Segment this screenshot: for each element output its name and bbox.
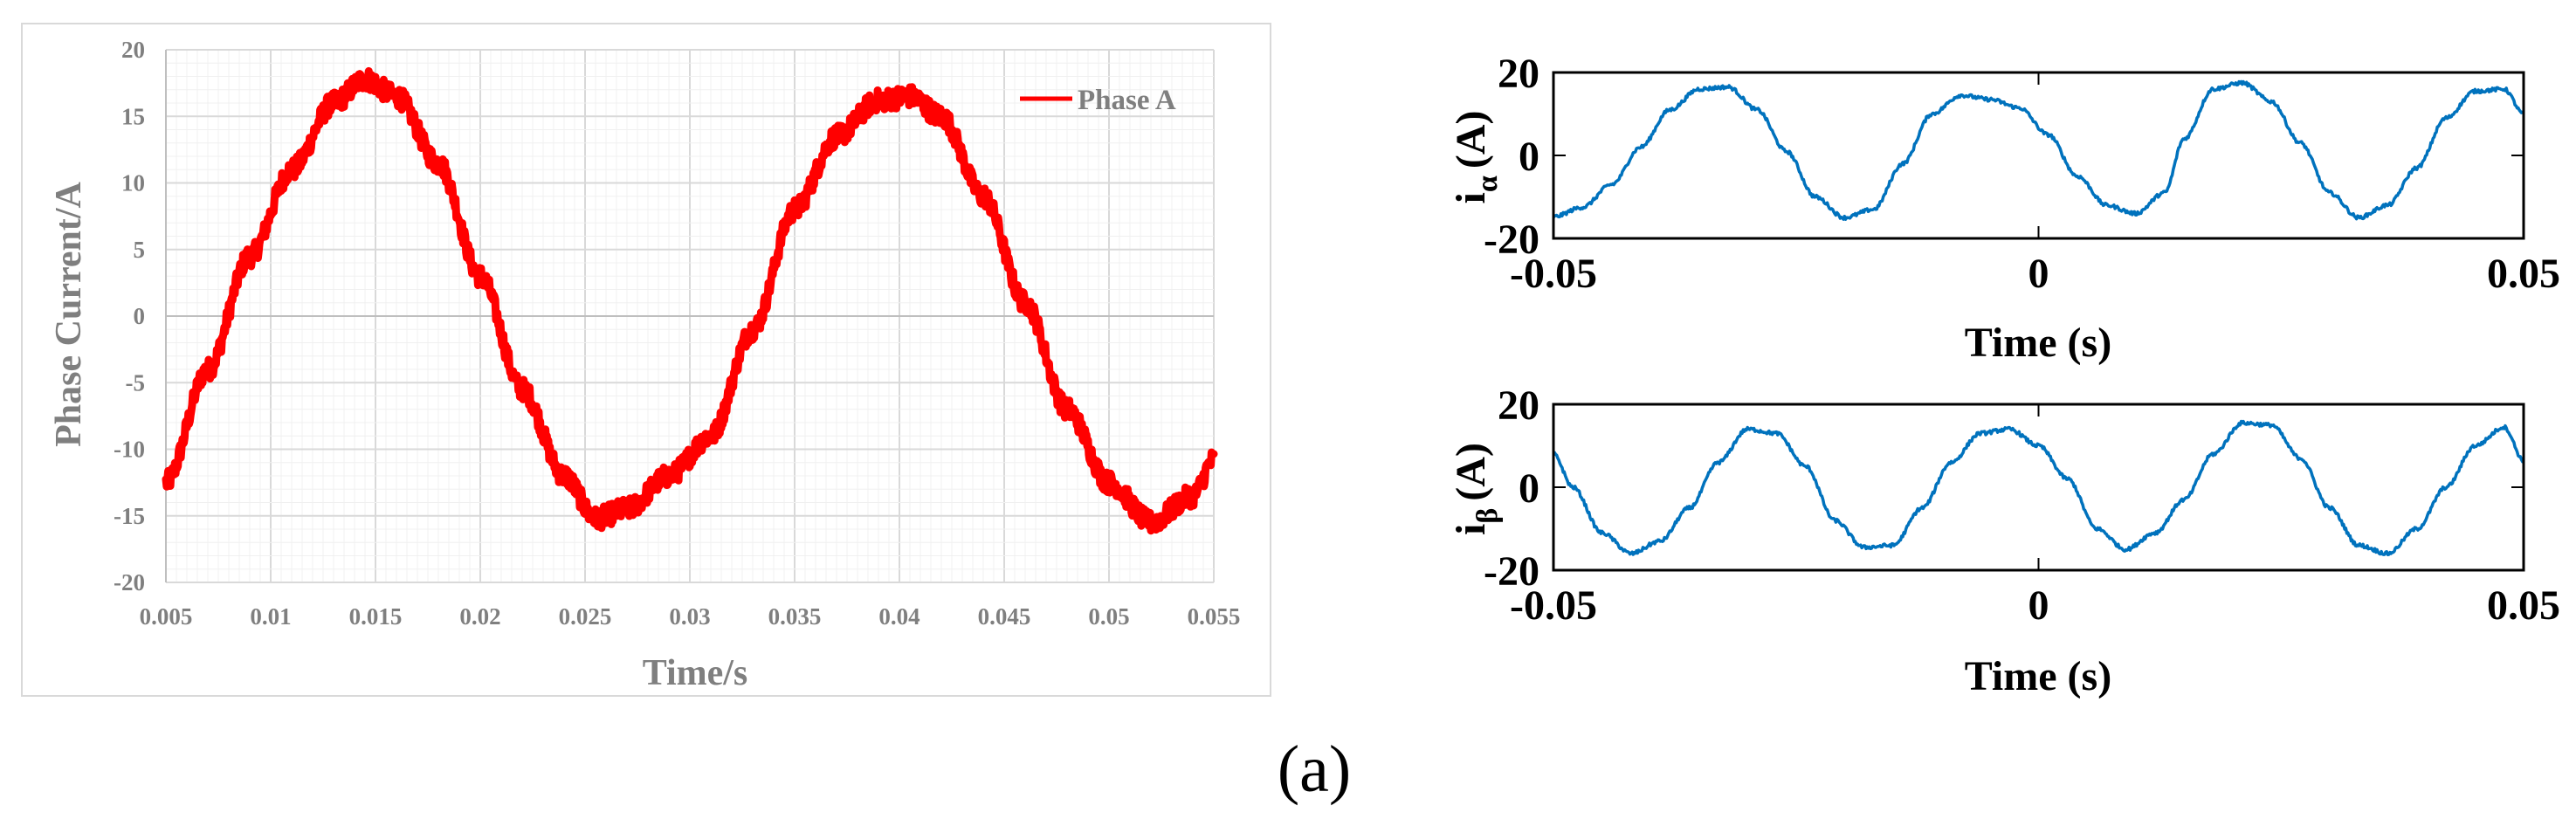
i-beta-y-tick-label: 0: [1519, 465, 1539, 512]
phase-a-series-line: [162, 66, 1218, 535]
left-chart-x-tick-label: 0.025: [559, 603, 612, 630]
i-alpha-y-tick-label: 20: [1498, 51, 1539, 97]
left-chart-y-ticks: 20 15 10 5 0 -5 -10 -15 -20: [114, 37, 145, 595]
i-beta-x-ticks: -0.05 0 0.05: [1510, 404, 2560, 629]
left-chart-x-tick-label: 0.02: [459, 603, 500, 630]
i-alpha-y-axis-label: iα (A): [1448, 111, 1504, 204]
right-top-chart-i-alpha: 20 0 -20 -0.05 0 0.05 Time (s) iα (A): [1448, 51, 2560, 366]
left-chart-x-axis-label: Time/s: [643, 653, 748, 693]
i-beta-y-label-sub: β: [1471, 508, 1504, 524]
i-beta-y-axis-label: iβ (A): [1448, 443, 1504, 535]
i-beta-y-label-unit: (A): [1448, 443, 1494, 501]
left-chart-y-tick-label: 5: [134, 237, 146, 263]
i-beta-series-line: [1552, 419, 2525, 557]
left-chart-x-tick-label: 0.03: [669, 603, 710, 630]
panel-label: (a): [1278, 733, 1351, 806]
left-chart-y-axis-label: Phase Current/A: [49, 181, 89, 446]
svg-text:iβ(A): iβ (A): [1448, 443, 1504, 535]
left-chart-x-tick-label: 0.035: [768, 603, 822, 630]
i-alpha-x-tick-label: 0: [2028, 251, 2049, 297]
i-beta-x-axis-label: Time (s): [1965, 653, 2111, 699]
i-alpha-y-label-main: i: [1448, 192, 1494, 203]
left-chart-x-tick-label: 0.01: [250, 603, 291, 630]
i-alpha-axes-box: [1552, 71, 2525, 240]
i-beta-x-tick-label: 0: [2028, 582, 2049, 629]
i-beta-axes-box: [1552, 403, 2525, 572]
left-chart-x-tick-label: 0.005: [140, 603, 193, 630]
left-chart-x-tick-label: 0.055: [1188, 603, 1241, 630]
left-chart-y-tick-label: -5: [126, 369, 146, 396]
i-alpha-series-line: [1552, 79, 2525, 221]
left-chart-y-tick-label: 0: [134, 303, 146, 329]
i-beta-y-ticks: 20 0 -20: [1484, 382, 2524, 595]
i-alpha-y-label-sub: α: [1471, 176, 1504, 192]
i-alpha-x-axis-label: Time (s): [1965, 320, 2111, 366]
left-chart-frame: [21, 23, 1271, 697]
left-chart-y-tick-label: -15: [114, 503, 145, 529]
i-beta-x-tick-label: -0.05: [1510, 582, 1597, 629]
left-chart-y-tick-label: 20: [121, 37, 145, 63]
i-alpha-y-ticks: 20 0 -20: [1484, 51, 2524, 263]
left-chart-grid: [165, 49, 1215, 583]
left-chart-y-tick-label: -10: [114, 437, 145, 463]
i-alpha-x-tick-label: 0.05: [2487, 251, 2560, 297]
i-beta-x-tick-label: 0.05: [2487, 582, 2560, 629]
left-chart-x-tick-label: 0.05: [1088, 603, 1129, 630]
legend-phase-a-label: Phase A: [1078, 85, 1176, 116]
i-alpha-y-tick-label: -20: [1484, 217, 1539, 263]
left-chart-y-tick-label: -20: [114, 569, 145, 595]
i-beta-y-label-main: i: [1448, 524, 1494, 535]
left-chart-x-tick-label: 0.045: [978, 603, 1031, 630]
left-chart-x-tick-label: 0.04: [878, 603, 920, 630]
i-beta-y-tick-label: 20: [1498, 382, 1539, 429]
left-chart-x-tick-label: 0.015: [349, 603, 403, 630]
left-chart-legend: Phase A: [1020, 85, 1176, 116]
left-chart-y-tick-label: 15: [121, 103, 145, 129]
left-chart-x-ticks: 0.005 0.01 0.015 0.02 0.025 0.03 0.035 0.04 0.04…: [140, 603, 1241, 630]
i-alpha-x-tick-label: -0.05: [1510, 251, 1597, 297]
i-alpha-x-ticks: -0.05 0 0.05: [1510, 72, 2560, 297]
i-beta-y-tick-label: -20: [1484, 548, 1539, 595]
right-bottom-chart-i-beta: 20 0 -20 -0.05 0 0.05 Time (s) iβ (A): [1448, 382, 2560, 699]
left-chart-y-tick-label: 10: [121, 170, 145, 196]
svg-text:iα(A): iα (A): [1448, 111, 1504, 204]
i-alpha-y-label-unit: (A): [1448, 111, 1494, 169]
i-alpha-y-tick-label: 0: [1519, 134, 1539, 180]
